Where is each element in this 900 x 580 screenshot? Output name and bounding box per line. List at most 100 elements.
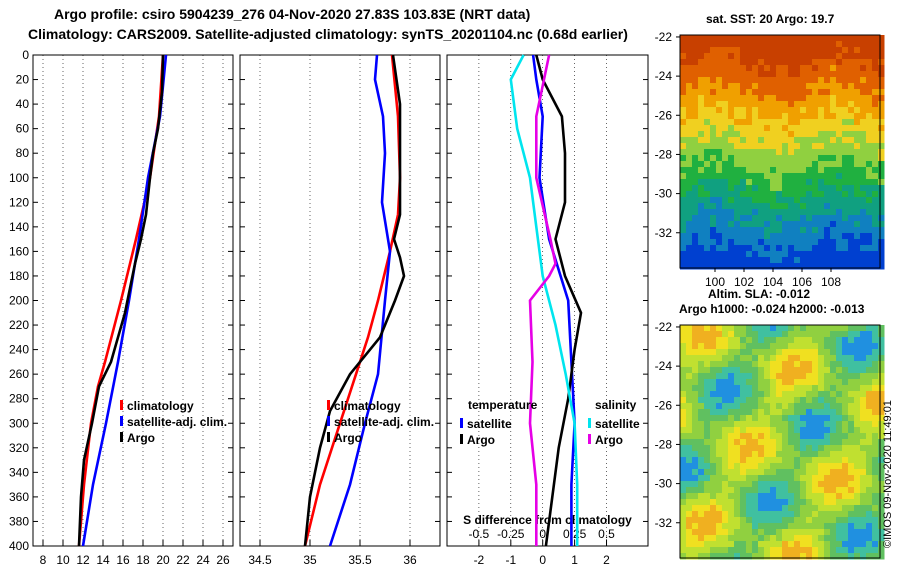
- ytick-label-depth: 160: [9, 244, 29, 258]
- xtick-label-salinity-diff: -0.25: [497, 527, 525, 541]
- xtick-label-salinity-diff: 0.25: [563, 527, 587, 541]
- map-lat-label: -28: [655, 147, 673, 161]
- sst-map-title: sat. SST: 20 Argo: 19.7: [706, 12, 835, 26]
- xtick-label-salinity-diff: 0: [539, 527, 546, 541]
- xtick-label-salinity: 36: [403, 553, 417, 567]
- legend-label-salinity: Argo: [595, 433, 623, 447]
- xtick-label-salinity-diff: 0.5: [598, 527, 615, 541]
- map-lon-label: 102: [734, 275, 754, 289]
- xlabel-difference: S difference from climatology: [463, 513, 632, 527]
- series-salinity-satellite-adj-clim-: [328, 54, 392, 547]
- ytick-label-depth: 360: [9, 490, 29, 504]
- sla-map-title-line2: Argo h1000: -0.024 h2000: -0.013: [679, 302, 865, 316]
- map-lon-label: 104: [763, 275, 783, 289]
- xtick-label-temperature: 24: [196, 553, 210, 567]
- legend-label-salinity: Argo: [334, 431, 362, 445]
- map-lat-label: -24: [655, 359, 673, 373]
- map-lat-label: -28: [655, 437, 673, 451]
- ytick-label-depth: 340: [9, 465, 29, 479]
- ytick-label-depth: 40: [16, 97, 30, 111]
- imos-credit: ©IMOS 09-Nov-2020 11:49:01: [882, 400, 894, 548]
- sla-map-image-frame: [679, 324, 881, 559]
- ytick-label-depth: 120: [9, 195, 29, 209]
- sst-map-image: [680, 35, 885, 270]
- sla-map-title-line1: Altim. SLA: -0.012: [708, 287, 811, 301]
- map-lon-label: 106: [792, 275, 812, 289]
- xtick-label-temperature-diff: -1: [505, 553, 516, 567]
- xtick-label-temperature: 16: [116, 553, 130, 567]
- ytick-label-depth: 100: [9, 171, 29, 185]
- legend-marker-temperature: [460, 418, 463, 428]
- xtick-label-temperature: 12: [76, 553, 90, 567]
- sla-map-image: [680, 325, 885, 560]
- xtick-label-temperature-diff: 1: [571, 553, 578, 567]
- xtick-label-temperature-diff: 0: [539, 553, 546, 567]
- legend-label-salinity: satellite: [595, 417, 640, 431]
- legend-label-temperature: satellite: [467, 417, 512, 431]
- header-line1: Argo profile: csiro 5904239_276 04-Nov-2…: [54, 6, 531, 22]
- header-line2: Climatology: CARS2009. Satellite-adjuste…: [28, 26, 628, 42]
- map-lon-label: 108: [821, 275, 841, 289]
- panel-frame-temperature: [32, 54, 234, 547]
- xtick-label-temperature: 8: [40, 553, 47, 567]
- ytick-label-depth: 180: [9, 269, 29, 283]
- ytick-label-depth: 60: [16, 122, 30, 136]
- ytick-label-depth: 380: [9, 514, 29, 528]
- legend-title-temperature: temperature: [468, 398, 538, 412]
- map-lat-label: -24: [655, 69, 673, 83]
- map-lat-label: -32: [655, 226, 673, 240]
- ytick-label-depth: 20: [16, 73, 30, 87]
- xtick-label-temperature: 14: [96, 553, 110, 567]
- xtick-label-temperature: 22: [176, 553, 190, 567]
- map-lon-label: 100: [705, 275, 725, 289]
- ytick-label-depth: 200: [9, 294, 29, 308]
- ytick-label-depth: 80: [16, 146, 30, 160]
- xtick-label-salinity: 35: [303, 553, 317, 567]
- map-lat-label: -26: [655, 398, 673, 412]
- legend-label-temperature: Argo: [127, 431, 155, 445]
- map-lat-label: -32: [655, 516, 673, 530]
- legend-marker-salinity: [588, 434, 591, 444]
- map-lat-label: -30: [655, 187, 673, 201]
- legend-marker-temperature: [120, 432, 123, 442]
- series-temperature-argo: [77, 54, 165, 547]
- ytick-label-depth: 320: [9, 441, 29, 455]
- legend-label-salinity: satellite-adj. clim.: [334, 415, 434, 429]
- xtick-label-temperature-diff: -2: [474, 553, 485, 567]
- map-lat-label: -30: [655, 477, 673, 491]
- map-lat-label: -22: [655, 320, 673, 334]
- xtick-label-temperature: 18: [136, 553, 150, 567]
- legend-marker-salinity: [588, 418, 591, 428]
- legend-marker-temperature: [460, 434, 463, 444]
- ytick-label-depth: 400: [9, 539, 29, 553]
- ytick-label-depth: 220: [9, 318, 29, 332]
- ytick-label-depth: 140: [9, 220, 29, 234]
- ytick-label-depth: 0: [22, 48, 29, 62]
- map-lat-label: -26: [655, 108, 673, 122]
- ytick-label-depth: 280: [9, 392, 29, 406]
- panel-frame-difference: [446, 54, 649, 547]
- legend-label-temperature: climatology: [127, 399, 194, 413]
- legend-label-temperature: satellite-adj. clim.: [127, 415, 227, 429]
- ytick-label-depth: 240: [9, 343, 29, 357]
- series-difference-temperature-argo: [535, 54, 583, 547]
- series-salinity-argo: [303, 54, 406, 547]
- legend-marker-temperature: [120, 416, 123, 426]
- legend-title-salinity: salinity: [595, 398, 637, 412]
- xtick-label-temperature: 26: [216, 553, 230, 567]
- panel-frame-salinity: [239, 54, 441, 547]
- legend-label-temperature: Argo: [467, 433, 495, 447]
- legend-marker-temperature: [120, 400, 123, 410]
- legend-marker-salinity: [327, 416, 330, 426]
- series-difference-salinity-satellite: [509, 54, 579, 546]
- legend-label-salinity: climatology: [334, 399, 401, 413]
- xtick-label-temperature: 20: [156, 553, 170, 567]
- xtick-label-salinity-diff: -0.5: [469, 527, 490, 541]
- series-difference-salinity-argo: [528, 54, 557, 546]
- sst-map-image-frame: [679, 34, 881, 269]
- legend-marker-salinity: [327, 432, 330, 442]
- xtick-label-temperature-diff: 2: [603, 553, 610, 567]
- ytick-label-depth: 300: [9, 416, 29, 430]
- xtick-label-temperature: 10: [56, 553, 70, 567]
